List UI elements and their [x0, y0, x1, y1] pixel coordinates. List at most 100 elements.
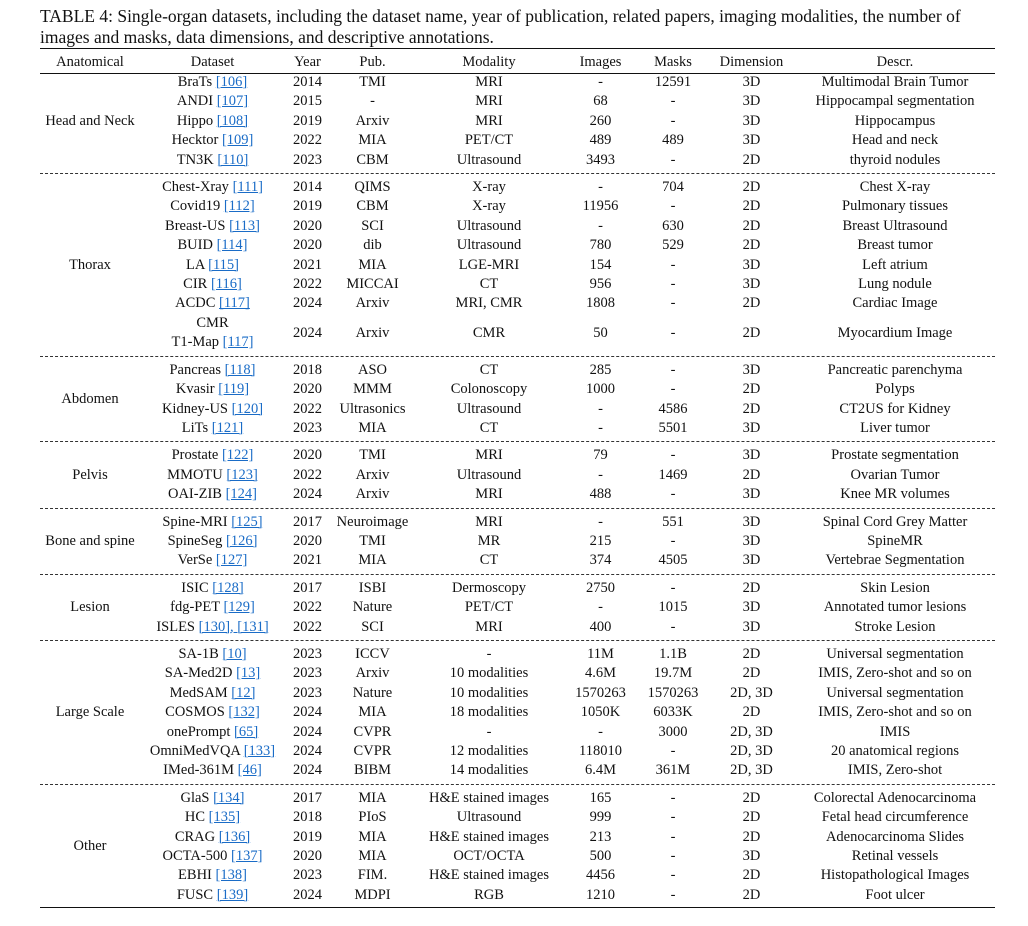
citation-link[interactable]: [110]: [217, 151, 249, 168]
dataset-name: ANDI: [176, 93, 214, 110]
citation-link[interactable]: [136]: [218, 828, 251, 845]
citation-link[interactable]: [125]: [231, 513, 263, 530]
citation-link[interactable]: [111]: [232, 179, 263, 196]
citation-link[interactable]: [139]: [216, 886, 249, 903]
table-row: Abdomen Pancreas [118] 2018 ASO CT 285 - 3D Panc…: [40, 353, 995, 407]
modality-cell: Ultrasound: [456, 809, 522, 826]
modality-cell: Ultrasound: [456, 400, 522, 417]
masks-cell: 1.1B: [659, 645, 687, 662]
dataset-cell: IMed-361M [46]: [140, 761, 285, 780]
pub-cell: ISBI: [358, 579, 387, 596]
year-cell: 2018: [293, 361, 322, 378]
modality-cell: CMR: [472, 324, 506, 341]
dataset-name: EBHI: [178, 867, 212, 884]
images-cell: -: [598, 74, 603, 90]
dimension-cell: 3D: [742, 276, 761, 293]
dataset-cell: SA-Med2D [13]: [140, 664, 285, 683]
dataset-cell: VerSe [127]: [140, 551, 285, 570]
pub-cell: Arxiv: [355, 324, 390, 341]
citation-link[interactable]: [65]: [234, 723, 259, 740]
citation-link[interactable]: [130], [131]: [198, 618, 269, 635]
modality-cell: CT: [479, 419, 499, 436]
header-row: Anatomical Dataset Year Pub. Modality Im…: [40, 51, 995, 73]
citation-link[interactable]: [115]: [208, 256, 240, 273]
table-row: COSMOS [132] 2024 MIA 18 modalities 1050K 603…: [40, 703, 995, 722]
dataset-name: Kvasir: [175, 381, 215, 398]
table-row: FUSC [139] 2024 MDPI RGB 1210 - 2D Foot ulcer: [40, 886, 995, 905]
table-row: BUID [114] 2020 dib Ultrasound 780 529 2D Breas…: [40, 236, 995, 255]
citation-link[interactable]: [134]: [213, 789, 245, 806]
citation-link[interactable]: [121]: [211, 419, 244, 436]
modality-cell: LGE-MRI: [458, 256, 520, 273]
images-cell: 488: [589, 486, 612, 503]
descr-cell: Liver tumor: [860, 419, 930, 436]
citation-link[interactable]: [117]: [219, 295, 250, 312]
citation-link[interactable]: [114]: [216, 237, 248, 254]
masks-cell: -: [670, 486, 676, 503]
descr-cell: thyroid nodules: [849, 151, 941, 168]
citation-link[interactable]: [132]: [228, 704, 260, 721]
citation-link[interactable]: [122]: [221, 447, 254, 464]
pub-cell: CBM: [356, 198, 389, 215]
citation-link[interactable]: [10]: [222, 645, 247, 662]
masks-cell: 704: [662, 179, 684, 196]
citation-link[interactable]: [113]: [229, 217, 260, 234]
images-cell: 215: [589, 532, 612, 549]
year-cell: 2020: [293, 532, 322, 549]
table-row: Large Scale SA-1B [10] 2023 ICCV - 11M 1.1B 2D U…: [40, 637, 995, 720]
dimension-cell: 3D: [742, 112, 761, 129]
citation-link[interactable]: [127]: [215, 552, 248, 569]
citation-link[interactable]: [124]: [225, 486, 257, 503]
citation-link[interactable]: [109]: [221, 132, 254, 149]
pub-cell: Arxiv: [355, 486, 390, 503]
modality-cell: CT: [479, 552, 499, 569]
dimension-cell: 3D: [742, 532, 761, 549]
citation-link[interactable]: [123]: [226, 466, 258, 483]
citation-link[interactable]: [133]: [243, 743, 276, 759]
citation-link[interactable]: [107]: [216, 93, 249, 110]
masks-cell: -: [670, 93, 676, 110]
masks-cell: 19.7M: [653, 665, 693, 682]
citation-link[interactable]: [128]: [212, 579, 244, 596]
citation-link[interactable]: [135]: [208, 809, 241, 826]
citation-link[interactable]: [118]: [224, 361, 256, 378]
table-row: Breast-US [113] 2020 SCI Ultrasound - 630 2D Br…: [40, 217, 995, 236]
citation-link[interactable]: [112]: [223, 198, 255, 215]
citation-link[interactable]: [117]: [222, 334, 254, 351]
citation-link[interactable]: [129]: [223, 599, 255, 616]
pub-cell: FIM.: [357, 867, 388, 884]
descr-cell: 20 anatomical regions: [830, 743, 960, 759]
modality-cell: Colonoscopy: [450, 381, 528, 398]
citation-link[interactable]: [12]: [231, 684, 256, 701]
pub-cell: ASO: [357, 361, 387, 378]
pub-cell: TMI: [359, 532, 386, 549]
citation-link[interactable]: [126]: [225, 532, 258, 549]
year-cell: 2023: [293, 151, 322, 168]
citation-link[interactable]: [106]: [215, 74, 248, 90]
dimension-cell: 3D: [742, 618, 761, 635]
year-cell: 2020: [293, 217, 322, 234]
descr-cell: Multimodal Brain Tumor: [821, 74, 969, 90]
descr-cell: Vertebrae Segmentation: [825, 552, 965, 569]
citation-link[interactable]: [116]: [210, 276, 242, 293]
modality-cell: MRI: [475, 74, 503, 90]
citation-link[interactable]: [46]: [237, 762, 262, 779]
modality-cell: PET/CT: [464, 599, 514, 616]
table-row: Covid19 [112] 2019 CBM X-ray 11956 - 2D Pulmona…: [40, 197, 995, 216]
table-row: TN3K [110] 2023 CBM Ultrasound 3493 - 2D thyroi…: [40, 151, 995, 170]
dimension-cell: 2D: [742, 217, 761, 234]
citation-link[interactable]: [138]: [215, 867, 247, 884]
citation-link[interactable]: [119]: [218, 381, 250, 398]
pub-cell: TMI: [359, 447, 386, 464]
dimension-cell: 2D, 3D: [730, 762, 773, 779]
modality-cell: CT: [479, 361, 499, 378]
masks-cell: -: [670, 886, 676, 903]
citation-link[interactable]: [108]: [216, 112, 249, 129]
citation-link[interactable]: [137]: [231, 848, 263, 865]
dataset-cell: CIR [116]: [140, 275, 285, 294]
modality-cell: MRI: [475, 447, 503, 464]
citation-link[interactable]: [13]: [236, 665, 261, 682]
modality-cell: MRI: [475, 513, 503, 530]
citation-link[interactable]: [120]: [231, 400, 264, 417]
pub-cell: MIA: [358, 419, 387, 436]
